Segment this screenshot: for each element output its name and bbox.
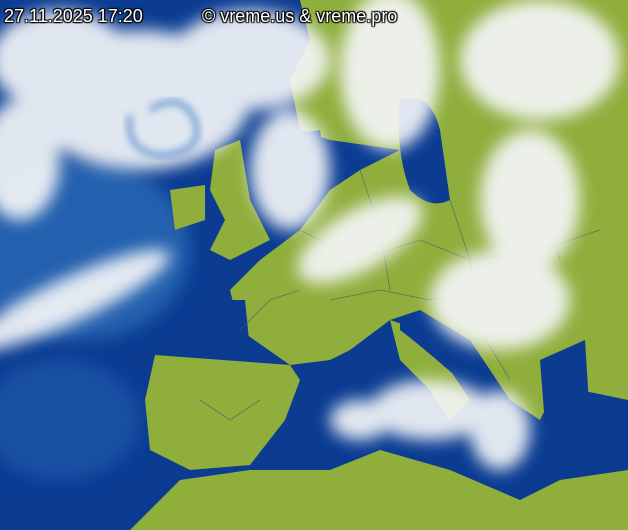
bay-of-biscay bbox=[200, 300, 250, 355]
turkey bbox=[580, 290, 628, 400]
timestamp: 27.11.2025 17:20 bbox=[4, 6, 143, 26]
iberia bbox=[145, 355, 300, 470]
aegean-sea bbox=[540, 340, 590, 425]
ireland bbox=[170, 185, 205, 230]
copyright-notice: © vreme.us & vreme.pro bbox=[202, 6, 398, 26]
north-africa bbox=[130, 450, 628, 530]
adriatic-sea bbox=[400, 320, 470, 380]
clouds bbox=[0, 0, 620, 470]
great-britain bbox=[210, 140, 270, 260]
cyclone-swirl bbox=[126, 99, 200, 158]
